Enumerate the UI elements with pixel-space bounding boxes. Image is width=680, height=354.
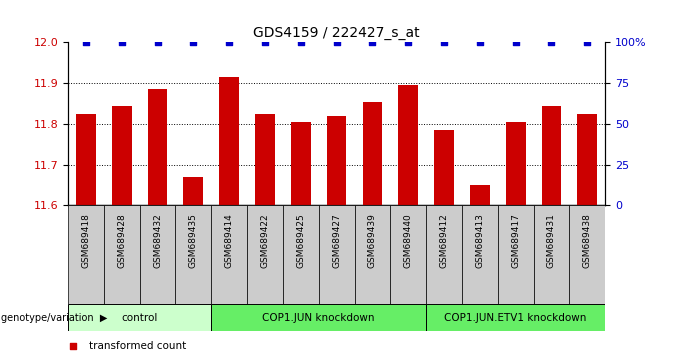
Bar [542,105,561,205]
Text: GSM689440: GSM689440 [404,213,413,268]
Bar [104,205,139,304]
Bar [498,205,534,304]
Point [152,40,163,45]
Bar [211,205,247,304]
Text: GSM689431: GSM689431 [547,213,556,268]
Text: GSM689414: GSM689414 [224,213,234,268]
Point [403,40,413,45]
Bar [354,205,390,304]
Text: transformed count: transformed count [90,341,187,351]
Text: GSM689427: GSM689427 [332,213,341,268]
Point [295,40,306,45]
Bar [76,114,96,205]
Text: GSM689438: GSM689438 [583,213,592,268]
Text: COP1.JUN knockdown: COP1.JUN knockdown [262,313,375,323]
Bar [247,205,283,304]
Text: GSM689422: GSM689422 [260,213,269,268]
Point [80,40,91,45]
Text: GSM689418: GSM689418 [82,213,90,268]
Bar [534,205,569,304]
Point [475,40,486,45]
Bar [362,102,382,205]
Point [367,40,378,45]
Text: GSM689425: GSM689425 [296,213,305,268]
Point [510,40,521,45]
Text: GSM689417: GSM689417 [511,213,520,268]
Bar [319,205,354,304]
Text: control: control [122,313,158,323]
Text: GSM689432: GSM689432 [153,213,162,268]
Text: GSM689412: GSM689412 [439,213,449,268]
Bar [426,304,605,331]
Point [546,40,557,45]
Bar [68,205,104,304]
Point [188,40,199,45]
Bar [139,205,175,304]
Bar [470,185,490,205]
Text: GSM689413: GSM689413 [475,213,484,268]
Text: COP1.JUN.ETV1 knockdown: COP1.JUN.ETV1 knockdown [445,313,587,323]
Title: GDS4159 / 222427_s_at: GDS4159 / 222427_s_at [253,26,420,40]
Point [116,40,127,45]
Bar [426,205,462,304]
Bar [327,116,346,205]
Bar [577,114,597,205]
Bar [283,205,319,304]
Bar [211,304,426,331]
Bar [220,77,239,205]
Point [68,343,79,349]
Point [224,40,235,45]
Bar [506,122,526,205]
Bar [148,89,167,205]
Bar [462,205,498,304]
Text: GSM689439: GSM689439 [368,213,377,268]
Bar [68,304,211,331]
Bar [435,130,454,205]
Point [260,40,271,45]
Bar [390,205,426,304]
Point [582,40,593,45]
Text: GSM689428: GSM689428 [117,213,126,268]
Bar [255,114,275,205]
Bar [112,105,131,205]
Bar [398,85,418,205]
Bar [184,177,203,205]
Text: GSM689435: GSM689435 [189,213,198,268]
Bar [291,122,311,205]
Point [331,40,342,45]
Bar [175,205,211,304]
Point [439,40,449,45]
Text: genotype/variation  ▶: genotype/variation ▶ [1,313,107,323]
Bar [569,205,605,304]
